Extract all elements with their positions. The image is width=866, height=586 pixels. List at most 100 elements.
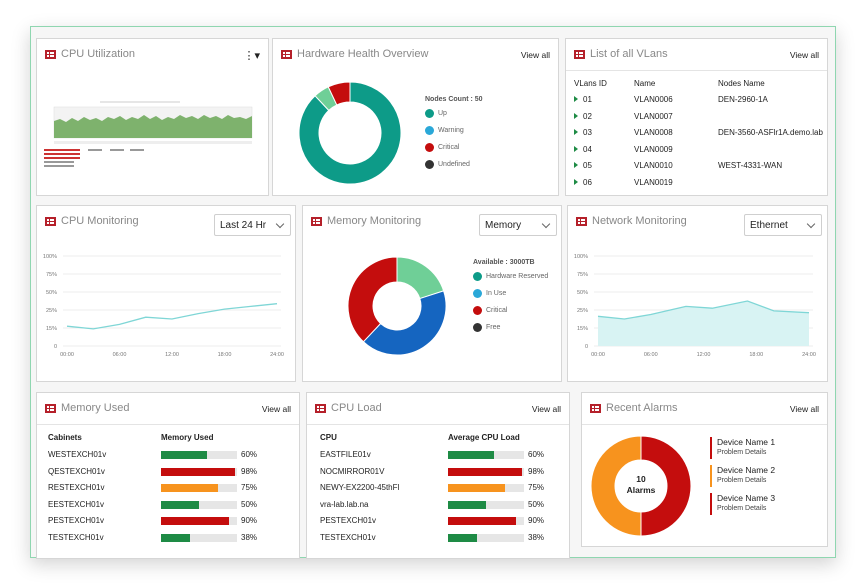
list-item[interactable]: NOCMIRROR01V 98% [320, 467, 565, 483]
view-all-link[interactable]: View all [789, 50, 819, 60]
chevron-down-icon [541, 219, 551, 229]
y-tick-label: 0 [54, 344, 57, 350]
in-use-dot [473, 289, 482, 298]
table-row[interactable]: 05 VLAN0010 WEST-4331-WAN [574, 158, 823, 175]
view-all-link[interactable]: View all [520, 50, 550, 60]
alarm-problem-details: Problem Details [717, 505, 767, 512]
list-item[interactable]: vra-lab.lab.na 50% [320, 500, 565, 516]
usage-bar [161, 534, 237, 542]
y-tick-label: 100% [43, 254, 57, 260]
view-all-link[interactable]: View all [789, 404, 819, 414]
cpu-utilization-thumbnail [40, 97, 265, 172]
widget-icon [45, 217, 56, 226]
table-row[interactable]: 06 VLAN0019 [574, 174, 823, 191]
list-item[interactable]: NEWY-EX2200-45thFl 75% [320, 483, 565, 499]
column-header: Name [634, 78, 656, 88]
memory-type-select[interactable]: Memory [479, 214, 557, 236]
expand-arrow-icon[interactable] [574, 129, 578, 136]
alarm-item[interactable]: Device Name 3 Problem Details [710, 493, 775, 515]
memory-monitoring-donut [347, 256, 447, 356]
list-item[interactable]: TESTEXCH01v 38% [320, 533, 565, 549]
donut-slice-critical[interactable] [640, 435, 692, 537]
cpu-load-list: CPU Average CPU Load EASTFILE01v 60% NOCMI… [320, 433, 565, 555]
widget-icon [281, 50, 292, 59]
nodes-count: Nodes Count : 50 [425, 96, 483, 103]
y-tick-label: 15% [577, 326, 588, 332]
alarm-item[interactable]: Device Name 2 Problem Details [710, 465, 775, 487]
usage-percent: 98% [528, 466, 545, 476]
expand-arrow-icon[interactable] [574, 178, 578, 185]
donut-slice-hardware-reserved[interactable] [396, 256, 445, 300]
y-tick-label: 50% [577, 290, 588, 296]
y-tick-label: 0 [585, 344, 588, 350]
card-title: CPU Monitoring [61, 215, 139, 227]
expand-arrow-icon[interactable] [574, 145, 578, 152]
item-name: EESTEXCH01v [48, 499, 105, 509]
legend-label: In Use [486, 290, 507, 297]
list-item[interactable]: QESTEXCH01v 98% [48, 467, 293, 483]
usage-percent: 90% [528, 516, 545, 526]
cpu-monitoring-chart: 0 15% 25% 50% 75% 100% 00:00 06:00 12:00 18:00 24:… [43, 254, 284, 358]
cpu-utilization-card: CPU Utilization ⋮▾ [36, 38, 269, 196]
view-all-link[interactable]: View all [261, 404, 291, 414]
usage-bar [448, 517, 524, 526]
list-item[interactable]: TESTEXCH01v 38% [48, 533, 293, 549]
list-item[interactable]: PESTEXCH01v 90% [320, 516, 565, 532]
usage-bar-fill [448, 534, 477, 542]
usage-percent: 38% [528, 533, 545, 542]
list-item[interactable]: EASTFILE01v 60% [320, 450, 565, 466]
undefined-dot [425, 160, 434, 169]
usage-bar-fill [161, 534, 190, 542]
hardware-health-legend: Nodes Count : 50 Up Warning Critical Und… [425, 96, 483, 177]
expand-arrow-icon[interactable] [574, 96, 578, 103]
alarm-item[interactable]: Device Name 1 Problem Details [710, 437, 775, 459]
card-title: CPU Load [331, 402, 382, 414]
card-title: Recent Alarms [606, 402, 678, 414]
usage-bar-fill [161, 484, 218, 493]
usage-bar-fill [448, 467, 523, 476]
donut-slice-in-use[interactable] [362, 290, 447, 356]
usage-bar-fill [161, 467, 236, 476]
widget-icon [45, 404, 56, 413]
table-row[interactable]: 02 VLAN0007 [574, 108, 823, 125]
list-item[interactable]: RESTEXCH01v 75% [48, 483, 293, 499]
expand-arrow-icon[interactable] [574, 112, 578, 119]
alarm-device-name: Device Name 1 [717, 437, 776, 447]
list-item[interactable]: EESTEXCH01v 50% [48, 500, 293, 516]
vlans-table: VLans ID Name Nodes Name 01 VLAN0006 DEN-2… [574, 75, 823, 191]
x-tick-label: 06:00 [644, 352, 658, 358]
donut-slice-warning[interactable] [590, 435, 642, 537]
time-range-select[interactable]: Last 24 Hr [214, 214, 291, 236]
usage-percent: 60% [241, 450, 258, 459]
card-title: Network Monitoring [592, 215, 687, 227]
item-name: EASTFILE01v [320, 450, 371, 459]
donut-slice-up[interactable] [298, 81, 402, 185]
y-tick-label: 50% [46, 290, 57, 296]
donut-slice-critical[interactable] [327, 81, 351, 106]
table-row[interactable]: 01 VLAN0006 DEN-2960-1A [574, 92, 823, 109]
x-tick-label: 12:00 [165, 352, 179, 358]
usage-percent: 90% [241, 516, 258, 526]
usage-percent: 98% [241, 466, 258, 476]
donut-slice-critical[interactable] [347, 256, 398, 343]
x-tick-label: 12:00 [697, 352, 711, 358]
interface-select[interactable]: Ethernet [744, 214, 822, 236]
hardware-health-card: Hardware Health Overview View all Nodes … [272, 38, 559, 196]
legend-label: Critical [438, 144, 460, 151]
table-row[interactable]: 04 VLAN0009 [574, 141, 823, 158]
table-row[interactable]: 03 VLAN0008 DEN-3560-ASFlr1A.demo.lab [574, 125, 823, 142]
recent-alarms-card: Recent Alarms View all 10 Alarms Device … [581, 392, 828, 547]
column-header: Nodes Name [718, 78, 765, 88]
chevron-down-icon [275, 219, 285, 229]
network-monitoring-chart: 0 15% 25% 50% 75% 100% 00:00 06:00 12:00 18:00 24:… [574, 254, 816, 358]
cpu-load-card: CPU Load View all CPU Average CPU Load E… [306, 392, 570, 559]
usage-percent: 50% [241, 499, 258, 509]
list-item[interactable]: WESTEXCH01v 60% [48, 450, 293, 466]
expand-arrow-icon[interactable] [574, 162, 578, 169]
kebab-icon[interactable]: ⋮▾ [243, 50, 260, 62]
x-tick-label: 18:00 [218, 352, 232, 358]
hardware-health-donut [298, 81, 402, 185]
usage-bar [161, 451, 237, 459]
list-item[interactable]: PESTEXCH01v 90% [48, 516, 293, 532]
view-all-link[interactable]: View all [531, 404, 561, 414]
